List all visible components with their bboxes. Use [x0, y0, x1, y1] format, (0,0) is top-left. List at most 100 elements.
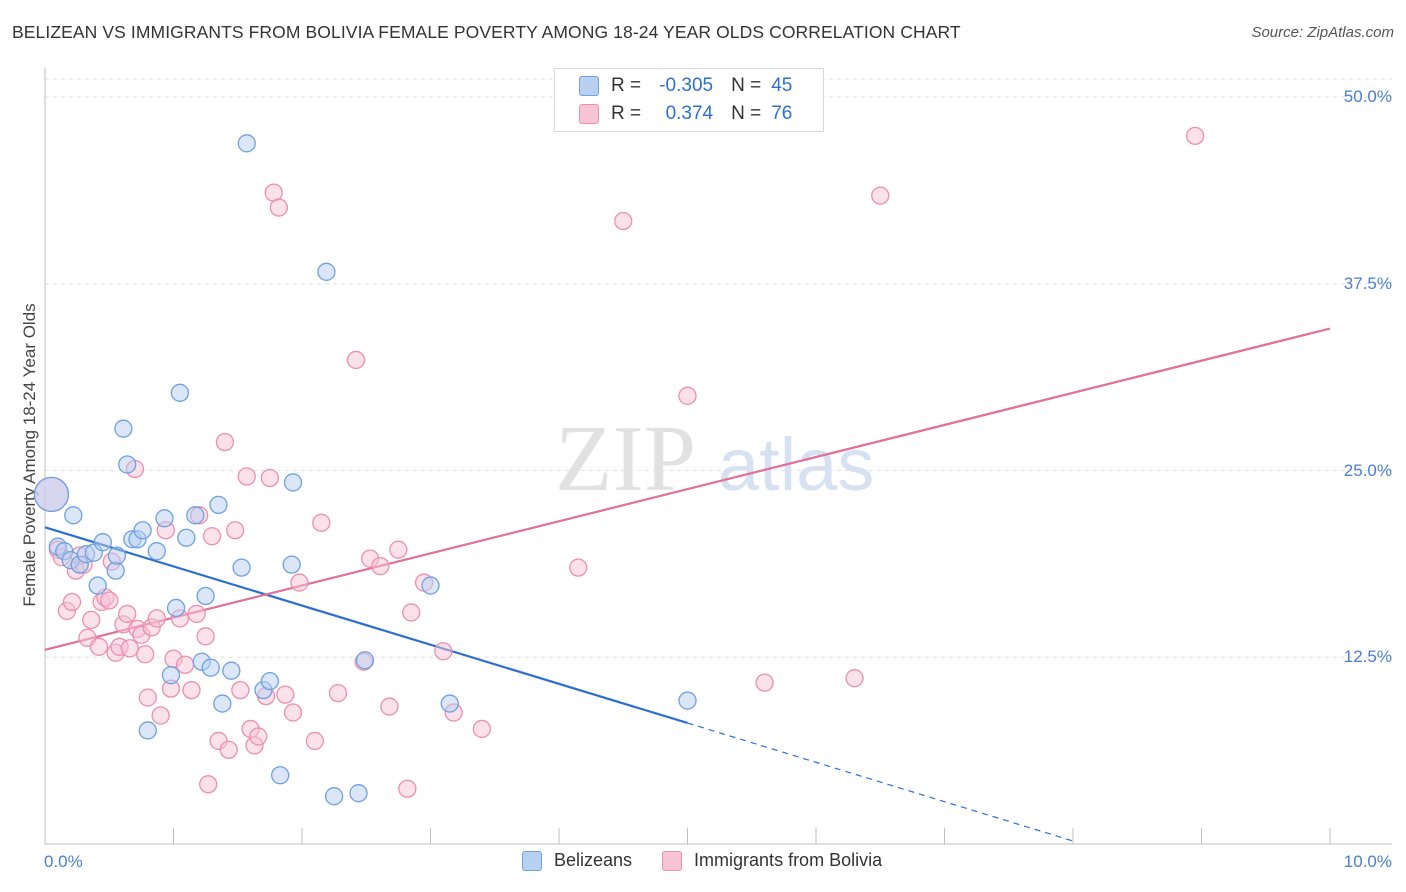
bolivia-point — [346, 350, 366, 370]
bolivia-point — [380, 697, 399, 716]
bolivia-point — [269, 198, 289, 217]
bolivia-point — [1185, 126, 1205, 145]
bolivia-r-value: 0.374 — [665, 103, 714, 124]
bolivia-point — [138, 688, 157, 707]
belizeans-point — [118, 455, 137, 474]
belizeans-point — [133, 521, 152, 540]
belizeans-point — [678, 691, 697, 710]
belizeans-point — [213, 694, 232, 713]
belizeans-point — [355, 651, 375, 670]
y-tick-label-0: 12.5% — [1343, 647, 1392, 667]
watermark: ZIP — [555, 407, 696, 511]
n-label: N = — [731, 103, 762, 124]
belizeans-point — [317, 262, 336, 281]
x-tick-label-min: 0.0% — [44, 852, 83, 871]
bolivia-point — [755, 673, 774, 692]
bolivia-point — [196, 627, 215, 646]
belizeans-point — [201, 658, 220, 677]
bolivia-point — [82, 610, 101, 630]
bolivia-point — [371, 556, 390, 576]
belizeans-point — [147, 542, 166, 561]
belizeans-point — [283, 473, 303, 492]
bolivia-point — [434, 642, 453, 661]
belizeans-point — [166, 598, 186, 618]
bolivia-point — [219, 740, 238, 760]
belizeans-point — [324, 787, 344, 806]
belizeans-point — [271, 766, 290, 785]
bolivia-point — [290, 573, 309, 592]
bolivia-legend-swatch — [662, 850, 683, 871]
chart-title: BELIZEAN VS IMMIGRANTS FROM BOLIVIA FEMA… — [12, 22, 961, 42]
belizeans-point — [33, 476, 70, 513]
x-tick-label-max: 10.0% — [1343, 852, 1392, 871]
belizeans-point — [196, 586, 215, 606]
bolivia-point — [614, 211, 633, 231]
y-tick-label-1: 25.0% — [1343, 460, 1392, 480]
r-label: R = — [611, 75, 642, 96]
bolivia-point — [871, 186, 890, 205]
belizeans-point — [421, 576, 440, 595]
belizeans-point — [177, 528, 196, 547]
bolivia-n-value: 76 — [771, 103, 793, 124]
belizeans-trend-extension — [687, 722, 1074, 842]
belizeans-point — [232, 558, 251, 577]
belizeans-legend-swatch — [522, 850, 542, 871]
bolivia-point — [389, 540, 408, 559]
bolivia-point — [62, 592, 82, 612]
belizeans-point — [155, 509, 174, 528]
bolivia-point — [569, 558, 588, 577]
bolivia-swatch — [579, 104, 599, 124]
bolivia-point — [402, 603, 421, 622]
belizeans-point — [64, 506, 83, 525]
bolivia-point — [845, 669, 864, 688]
bolivia-point — [312, 513, 331, 532]
bolivia-point — [89, 637, 109, 656]
bolivia-point — [187, 604, 206, 624]
bolivia-point — [136, 645, 155, 664]
bolivia-point — [175, 655, 195, 674]
bolivia-legend-label: Immigrants from Bolivia — [694, 850, 883, 870]
bolivia-point — [328, 683, 348, 703]
belizeans-point — [93, 533, 112, 552]
bolivia-trend-line — [44, 327, 1331, 651]
legend-row-bolivia: R = 0.374 N = 76 — [579, 101, 792, 127]
watermark-atlas: atlas — [718, 423, 874, 506]
belizeans-r-value: -0.305 — [659, 75, 714, 96]
bolivia-point — [118, 604, 137, 624]
belizeans-point — [282, 555, 301, 574]
y-tick-label-2: 37.5% — [1343, 273, 1392, 293]
belizeans-point — [186, 506, 205, 525]
bolivia-point — [215, 432, 235, 452]
belizeans-point — [237, 134, 256, 153]
bolivia-point — [305, 731, 325, 751]
bolivia-point — [398, 779, 417, 798]
r-label: R = — [611, 103, 642, 124]
belizeans-point — [222, 661, 241, 680]
bolivia-point — [199, 775, 218, 794]
bolivia-point — [226, 521, 245, 540]
bolivia-point — [202, 527, 222, 546]
belizeans-point — [107, 546, 127, 565]
belizeans-point — [138, 721, 157, 740]
belizeans-n-value: 45 — [771, 75, 793, 96]
bolivia-point — [237, 467, 256, 486]
belizeans-point — [88, 576, 107, 595]
belizeans-point — [440, 694, 459, 713]
belizeans-point — [349, 784, 368, 803]
bolivia-point — [678, 386, 697, 405]
bolivia-point — [182, 680, 201, 700]
bolivia-point — [276, 685, 295, 704]
belizeans-point — [209, 495, 228, 515]
belizeans-point — [161, 666, 181, 685]
correlation-legend: R = -0.305 N = 45 R = 0.374 N = 76 — [554, 68, 824, 132]
bolivia-point — [151, 706, 170, 725]
bolivia-point — [472, 719, 492, 739]
belizeans-swatch — [579, 76, 599, 96]
bolivia-point — [147, 609, 166, 628]
n-label: N = — [731, 75, 762, 96]
belizeans-point — [260, 672, 280, 691]
bolivia-point — [231, 680, 250, 700]
bolivia-point — [260, 468, 280, 488]
series-legend: Belizeans Immigrants from Bolivia — [522, 850, 882, 871]
